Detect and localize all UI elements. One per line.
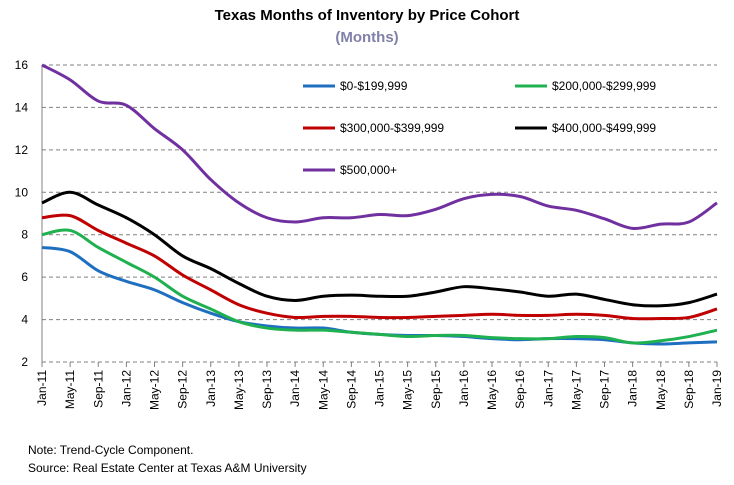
y-tick-label: 4 xyxy=(21,313,28,327)
note: Note: Trend-Cycle Component. xyxy=(28,443,193,457)
x-tick-label: Sep-17 xyxy=(598,370,612,409)
y-tick-label: 14 xyxy=(15,100,29,114)
series-line xyxy=(41,63,718,230)
y-tick-label: 6 xyxy=(21,270,28,284)
x-tick-label: Sep-16 xyxy=(513,370,527,409)
legend-label: $200,000-$299,999 xyxy=(552,79,656,93)
legend-label: $0-$199,999 xyxy=(340,79,408,93)
x-tick-label: Jan-14 xyxy=(288,370,302,407)
chart-title: Texas Months of Inventory by Price Cohor… xyxy=(215,7,520,24)
series-line xyxy=(41,213,718,321)
x-tick-label: May-18 xyxy=(654,370,668,410)
x-tick-label: Sep-14 xyxy=(344,370,358,409)
series-line xyxy=(41,190,718,308)
x-tick-label: Jan-12 xyxy=(119,370,133,407)
x-tick-label: Sep-13 xyxy=(260,370,274,409)
x-tick-label: May-15 xyxy=(401,370,415,410)
x-tick-label: May-11 xyxy=(63,370,77,409)
x-tick-label: Sep-18 xyxy=(682,370,696,409)
legend-label: $400,000-$499,999 xyxy=(552,121,656,135)
y-tick-label: 16 xyxy=(15,58,29,72)
chart-subtitle: (Months) xyxy=(335,29,398,46)
x-tick-label: Sep-12 xyxy=(176,370,190,409)
x-tick-label: Sep-15 xyxy=(429,370,443,409)
y-tick-label: 10 xyxy=(15,185,29,199)
y-tick-label: 2 xyxy=(21,355,28,369)
x-tick-label: Jan-11 xyxy=(35,370,49,406)
x-tick-label: May-17 xyxy=(569,370,583,410)
series-line xyxy=(41,228,718,345)
x-tick-label: May-14 xyxy=(316,370,330,410)
x-tick-label: Jan-18 xyxy=(626,370,640,407)
x-tick-label: Jan-19 xyxy=(710,370,724,407)
x-tick-label: Jan-13 xyxy=(204,370,218,407)
y-tick-label: 12 xyxy=(15,143,29,157)
x-tick-label: May-12 xyxy=(148,370,162,410)
x-tick-label: Jan-16 xyxy=(457,370,471,407)
x-tick-label: Jan-15 xyxy=(373,370,387,407)
y-tick-label: 8 xyxy=(21,228,28,242)
x-tick-label: May-16 xyxy=(485,370,499,410)
legend-label: $300,000-$399,999 xyxy=(340,121,444,135)
x-tick-label: May-13 xyxy=(232,370,246,410)
source: Source: Real Estate Center at Texas A&M … xyxy=(28,461,307,475)
x-tick-label: Jan-17 xyxy=(541,370,555,407)
x-tick-label: Sep-11 xyxy=(91,370,105,408)
legend-label: $500,000+ xyxy=(340,163,397,177)
